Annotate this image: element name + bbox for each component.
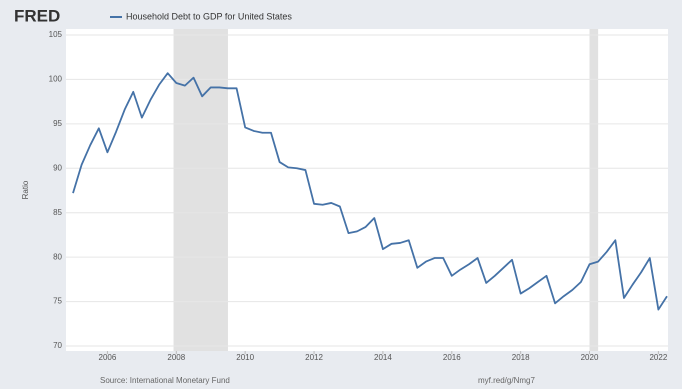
y-tick-label: 85 <box>53 208 62 217</box>
x-tick-label: 2016 <box>443 353 461 362</box>
y-tick-label: 105 <box>49 30 63 39</box>
brand-logo: FRED <box>14 6 60 25</box>
data-line <box>72 72 668 311</box>
legend-label: Household Debt to GDP for United States <box>126 11 292 21</box>
x-tick-label: 2018 <box>512 353 530 362</box>
recession-band <box>173 29 228 351</box>
x-tick-label: 2022 <box>649 353 667 362</box>
x-tick-label: 2020 <box>581 353 599 362</box>
x-tick-label: 2008 <box>167 353 185 362</box>
x-tick-label: 2012 <box>305 353 323 362</box>
y-axis-label: Ratio <box>21 180 30 199</box>
link: myf.red/g/Nmg7 <box>478 376 535 385</box>
x-tick-label: 2006 <box>99 353 117 362</box>
plot-area <box>66 29 668 351</box>
y-tick-label: 100 <box>49 75 63 84</box>
x-tick-label: 2010 <box>236 353 254 362</box>
y-tick-label: 90 <box>53 163 62 172</box>
source: Source: International Monetary Fund <box>100 376 230 385</box>
y-tick-label: 75 <box>53 297 62 306</box>
x-tick-label: 2014 <box>374 353 392 362</box>
y-tick-label: 80 <box>53 252 62 261</box>
recession-band <box>589 29 599 351</box>
y-tick-label: 95 <box>53 119 62 128</box>
y-tick-label: 70 <box>53 341 62 350</box>
